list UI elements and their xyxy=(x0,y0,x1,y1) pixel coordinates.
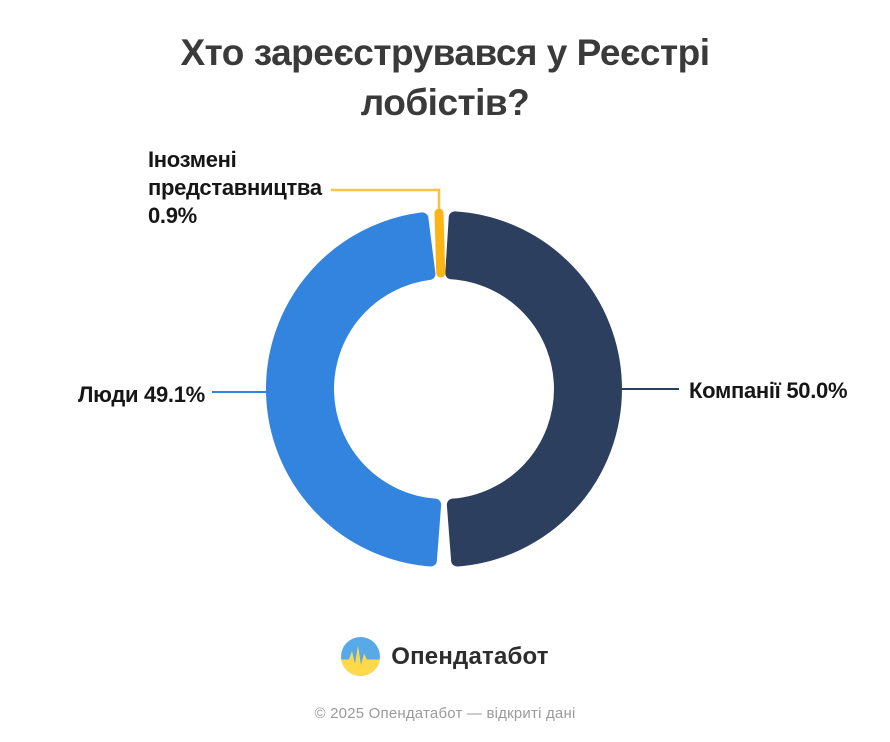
chart-title: Хто зареєструвався у Реєстрі лобістів? xyxy=(0,28,890,128)
footer-credit: © 2025 Опендатабот — відкриті дані xyxy=(314,705,576,722)
slice-label-foreign-line-2: представництва xyxy=(148,175,322,200)
donut-slices xyxy=(265,208,622,567)
logo: Опендатабот xyxy=(0,637,890,676)
opendatabot-logo-icon xyxy=(341,637,381,676)
logo-text: Опендатабот xyxy=(391,642,549,670)
slice-foreign xyxy=(434,208,446,278)
slice-companies xyxy=(445,211,622,567)
leader-line-foreign xyxy=(331,188,441,212)
slice-label-foreign-line-1: Інозмені xyxy=(148,147,237,172)
slice-people xyxy=(265,212,442,567)
chart-title-line-1: Хто зареєструвався у Реєстрі xyxy=(180,32,711,73)
leader-lines xyxy=(212,188,679,393)
slice-label-foreign-line-3: 0.9% xyxy=(148,203,197,228)
slice-label-foreign: Інозмені представництва 0.9% xyxy=(148,146,322,230)
slice-label-companies: Компанії 50.0% xyxy=(689,378,848,403)
chart-title-line-2: лобістів? xyxy=(360,82,530,123)
slice-label-people: Люди 49.1% xyxy=(78,382,205,407)
